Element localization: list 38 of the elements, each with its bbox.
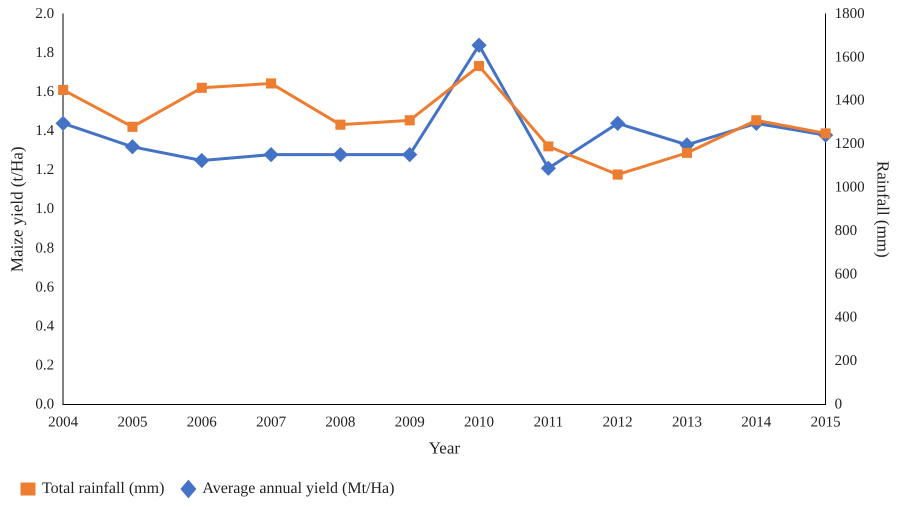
x-tick-label: 2015	[810, 414, 841, 431]
y2-tick-label: 400	[834, 310, 858, 326]
x-tick-label: 2014	[741, 414, 772, 431]
x-tick-label: 2006	[186, 414, 218, 431]
y-tick-label: 0.0	[35, 396, 54, 413]
y2-tick-label: 1400	[834, 92, 865, 109]
y2-tick-label: 1600	[834, 49, 865, 66]
x-tick-label: 2009	[394, 414, 425, 431]
y2-tick-label: 200	[834, 353, 858, 370]
legend-label: Total rainfall (mm)	[42, 480, 164, 498]
x-tick-label: 2007	[256, 414, 287, 431]
y2-axis-title: Rainfall (mm)	[873, 160, 892, 258]
legend-label: Average annual yield (Mt/Ha)	[202, 480, 394, 498]
y-tick-label: 0.2	[35, 357, 54, 374]
x-tick-label: 2010	[464, 414, 494, 431]
y-tick-label: 0.8	[35, 240, 54, 256]
y-tick-label: 1.6	[35, 84, 55, 100]
x-tick-label: 2004	[48, 414, 79, 431]
y-axis-title: Maize yield (t/Ha)	[8, 146, 27, 272]
x-tick-label: 2012	[602, 414, 633, 431]
x-tick-label: 2011	[534, 414, 564, 431]
y2-tick-label: 600	[834, 266, 858, 282]
y-tick-label: 2.0	[35, 6, 54, 22]
y-tick-label: 1.4	[35, 123, 55, 140]
y-tick-label: 1.0	[35, 201, 54, 218]
y2-tick-label: 1000	[834, 180, 865, 196]
x-axis-title: Year	[428, 438, 460, 458]
y2-tick-label: 1800	[834, 6, 865, 22]
y-tick-label: 1.8	[35, 45, 54, 61]
y2-tick-label: 0	[834, 396, 842, 413]
x-tick-label: 2013	[672, 414, 702, 431]
y2-tick-label: 1200	[834, 136, 865, 152]
x-tick-label: 2008	[325, 414, 356, 431]
y-tick-label: 1.2	[35, 162, 54, 178]
y-tick-label: 0.4	[35, 318, 55, 334]
y2-tick-label: 800	[834, 222, 858, 239]
y-tick-label: 0.6	[35, 279, 55, 296]
x-tick-label: 2005	[117, 414, 148, 431]
